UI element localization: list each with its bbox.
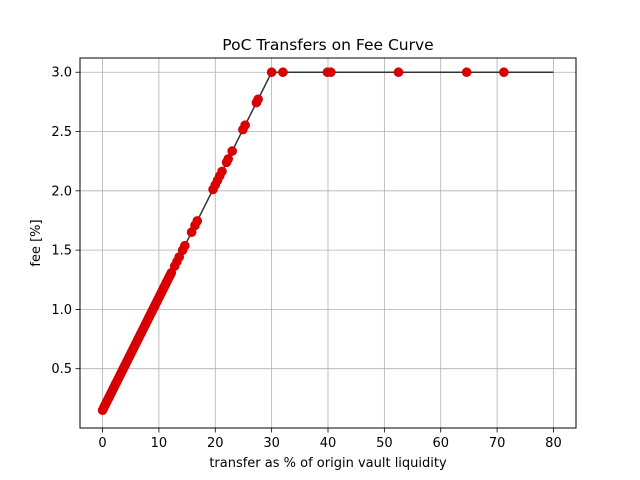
y-axis-label: fee [%]	[29, 219, 44, 266]
x-tick-label: 40	[320, 436, 337, 451]
x-tick-label: 30	[263, 436, 280, 451]
x-tick-label: 80	[545, 436, 562, 451]
y-tick-label: 2.5	[51, 125, 72, 140]
transfer-point	[217, 166, 227, 177]
grid	[80, 58, 576, 428]
transfer-point	[223, 154, 234, 164]
series-layer	[97, 67, 554, 416]
y-tick-label: 1.0	[51, 303, 72, 318]
transfer-point	[461, 67, 472, 78]
x-tick-label: 70	[489, 436, 506, 451]
y-tick-label: 0.5	[51, 362, 72, 377]
transfer-point	[240, 120, 250, 130]
x-tick-label: 10	[151, 436, 168, 451]
transfer-point	[266, 67, 277, 78]
transfer-point	[326, 67, 336, 78]
transfer-point	[253, 94, 263, 105]
transfer-point	[227, 146, 237, 156]
x-tick-label: 20	[207, 436, 224, 451]
transfer-point	[278, 67, 288, 78]
chart-title: PoC Transfers on Fee Curve	[222, 36, 433, 54]
y-tick-label: 1.5	[51, 244, 72, 259]
transfer-point	[499, 67, 509, 78]
x-axis-label: transfer as % of origin vault liquidity	[209, 456, 447, 471]
transfer-point	[180, 240, 190, 251]
y-tick-label: 3.0	[51, 66, 72, 81]
transfer-point	[192, 216, 203, 226]
y-axis: 0.5 1.0 1.5 2.0 2.5 3.0	[51, 66, 80, 377]
y-tick-label: 2.0	[51, 184, 72, 199]
x-tick-label: 60	[432, 436, 449, 451]
transfer-point	[393, 67, 404, 78]
x-tick-label: 0	[98, 436, 106, 451]
x-tick-label: 50	[376, 436, 393, 451]
x-axis: 0 10 20 30 40 50 60 70 80	[98, 428, 562, 451]
